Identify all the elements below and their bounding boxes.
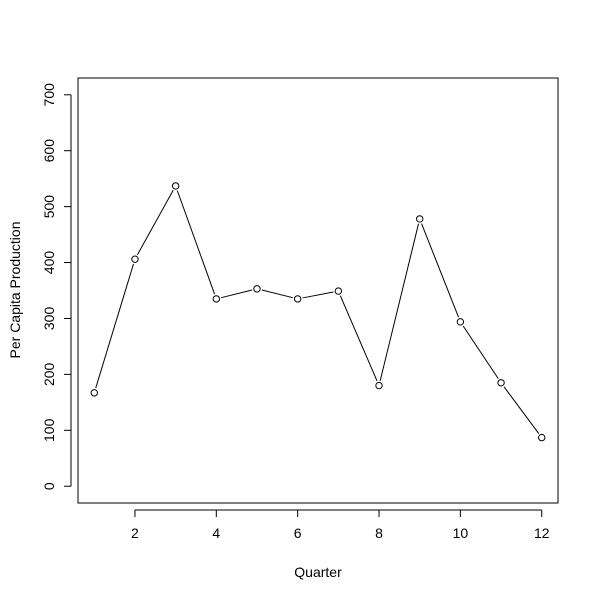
y-axis-label: Per Capita Production [7, 222, 23, 359]
y-tick-label: 300 [41, 307, 57, 331]
data-point [171, 182, 180, 190]
y-axis: 0 100 200 300 400 500 600 700 [41, 83, 72, 490]
data-point [375, 381, 383, 390]
y-tick-label: 600 [41, 139, 57, 163]
x-tick-label: 2 [131, 525, 139, 541]
series-line-segment [136, 190, 174, 256]
series-line-segment [379, 223, 419, 381]
y-tick-label: 0 [41, 482, 57, 490]
x-tick-label: 8 [375, 525, 383, 541]
x-tick-label: 12 [534, 525, 550, 541]
x-tick-label: 6 [294, 525, 302, 541]
y-tick-label: 100 [41, 418, 57, 442]
data-point [212, 295, 221, 303]
y-tick-label: 200 [41, 362, 57, 386]
plot-frame [77, 77, 559, 504]
data-point [415, 215, 424, 223]
x-axis: 2 4 6 8 10 12 [131, 509, 550, 541]
data-point [334, 287, 343, 295]
x-tick-label: 4 [212, 525, 220, 541]
x-tick-label: 10 [453, 525, 469, 541]
series-line-segment [261, 289, 293, 299]
data-point [253, 285, 261, 293]
y-tick-label: 400 [41, 251, 57, 275]
data-point [131, 255, 139, 263]
data-point [456, 318, 465, 326]
series-line-segment [339, 295, 378, 382]
data-point [497, 379, 505, 387]
series-line-segment [462, 325, 499, 379]
data-point [293, 295, 302, 303]
data-point [90, 389, 98, 397]
series-line-segment [95, 263, 134, 389]
series-layer [90, 182, 546, 442]
y-tick-label: 500 [41, 195, 57, 219]
y-tick-label: 700 [41, 83, 57, 107]
series-line-segment [503, 386, 540, 434]
series-line-segment [221, 289, 253, 299]
data-point [538, 433, 546, 442]
series-line-segment [176, 190, 216, 295]
series-line-segment [302, 291, 334, 299]
series-line-segment [421, 223, 459, 318]
x-axis-label: Quarter [294, 564, 342, 580]
